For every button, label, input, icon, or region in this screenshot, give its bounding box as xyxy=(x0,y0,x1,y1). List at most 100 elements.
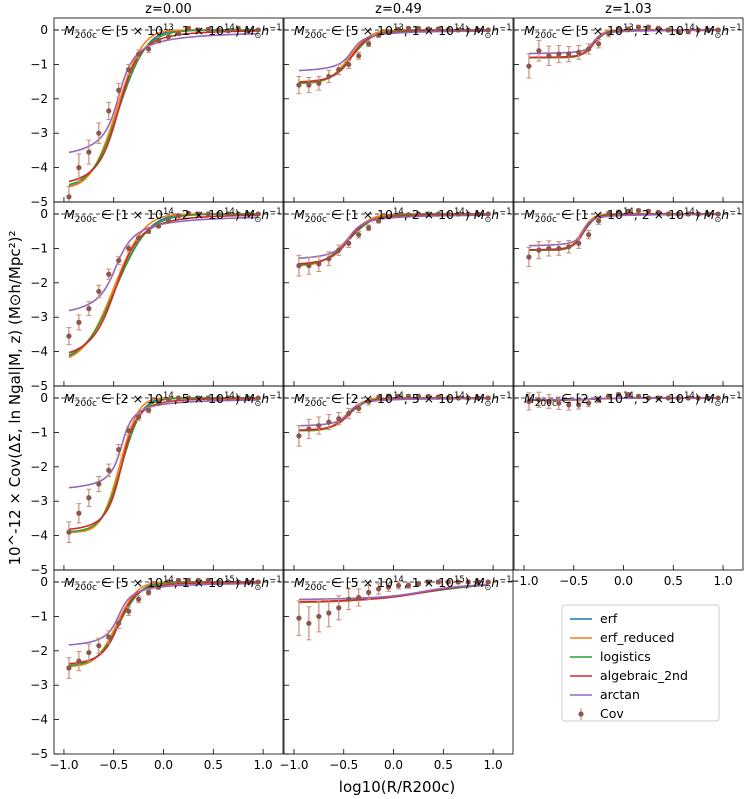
cov-point xyxy=(296,82,302,88)
cov-point xyxy=(175,213,182,219)
cov-point xyxy=(615,27,622,33)
cov-point xyxy=(296,263,302,269)
legend-swatch-point xyxy=(578,711,584,717)
legend-label-erf_reduced: erf_reduced xyxy=(600,630,674,645)
cov-point xyxy=(145,228,152,234)
cov-point xyxy=(316,80,322,86)
cov-point xyxy=(336,66,342,73)
legend-label-arctan: arctan xyxy=(600,687,640,702)
mass-bin-label: M200c ∈ [5 × 1014, 1 × 1015) M⊙h−1 xyxy=(294,575,512,593)
cov-point xyxy=(455,211,461,217)
mass-bin-label: M200c ∈ [1 × 1014, 2 × 1014) M⊙h−1 xyxy=(524,207,742,225)
cov-point xyxy=(475,395,481,401)
cov-point xyxy=(96,130,102,136)
cov-point xyxy=(695,27,701,33)
cov-point xyxy=(215,211,221,217)
cov-point xyxy=(665,27,671,33)
cov-point xyxy=(635,24,642,30)
cov-point xyxy=(106,634,112,640)
cov-point xyxy=(195,211,201,217)
series-line-logistics xyxy=(68,213,259,356)
cov-point xyxy=(96,288,102,295)
cov-point xyxy=(326,419,332,425)
cov-point xyxy=(705,395,711,401)
cov-point xyxy=(425,393,431,399)
cov-point xyxy=(346,410,352,417)
cov-point xyxy=(366,398,372,405)
cov-point xyxy=(235,395,241,401)
cov-point xyxy=(485,395,491,401)
cov-point xyxy=(205,26,211,32)
cov-point xyxy=(155,584,162,590)
series-line-erf_reduced xyxy=(68,213,259,359)
cov-point xyxy=(336,247,342,253)
series-line-erf xyxy=(68,397,259,533)
series-line-logistics xyxy=(68,397,259,533)
mass-bin-label: M200c ∈ [5 × 1014, 1 × 1015) M⊙h−1 xyxy=(64,575,282,593)
cov-point xyxy=(145,407,152,413)
cov-point xyxy=(106,271,112,277)
series-line-algebraic_2nd xyxy=(68,30,259,183)
x-axis-label: log10(R/R200c) xyxy=(339,778,455,796)
panel-r0-c2: M200c ∈ [5 × 1013, 1 × 1014) M⊙h−1 xyxy=(513,17,744,203)
cov-point xyxy=(586,400,592,406)
cov-point xyxy=(445,211,451,217)
cov-point xyxy=(675,29,681,35)
cov-point xyxy=(106,108,112,114)
cov-point xyxy=(526,63,532,69)
cov-point xyxy=(165,397,172,403)
cov-point xyxy=(685,395,691,401)
cov-point xyxy=(465,395,471,401)
x-tick-label: 0.0 xyxy=(614,574,633,588)
cov-point xyxy=(605,393,612,399)
series-line-algebraic_2nd xyxy=(68,397,259,531)
cov-point xyxy=(445,27,451,33)
column-title-0: z=0.00 xyxy=(145,2,192,17)
cov-point xyxy=(415,581,422,587)
cov-point xyxy=(405,393,412,399)
y-tick-label: 0 xyxy=(40,575,48,589)
cov-point xyxy=(655,25,661,31)
cov-point xyxy=(665,211,671,217)
y-axis-label: 10^-12 × Cov(ΔΣ, ln Ngal|M, z) (M⊙h/Mpc²… xyxy=(6,231,24,566)
cov-point xyxy=(485,211,491,217)
mass-bin-label: M200c ∈ [1 × 1014, 2 × 1014) M⊙h−1 xyxy=(294,207,512,225)
cov-point xyxy=(225,395,231,401)
cov-point xyxy=(556,51,562,57)
cov-point xyxy=(586,232,592,238)
cov-point xyxy=(366,225,372,231)
panel-plot-area xyxy=(66,25,261,202)
cov-point xyxy=(566,402,572,408)
cov-point xyxy=(255,211,261,217)
panel-frame xyxy=(53,201,284,387)
cov-point xyxy=(126,428,132,434)
cov-point xyxy=(465,579,471,585)
y-tick-label: −4 xyxy=(30,345,48,359)
cov-point xyxy=(306,82,312,88)
panel-plot-area xyxy=(66,577,261,679)
column-titles: z=0.00 z=0.49 z=1.03 xyxy=(145,2,652,17)
cov-point xyxy=(445,395,451,401)
panel-plot-area xyxy=(296,393,491,447)
cov-point xyxy=(465,27,471,33)
cov-point xyxy=(316,422,322,429)
legend-label-erf: erf xyxy=(600,611,618,626)
cov-point xyxy=(306,263,312,269)
cov-point xyxy=(395,393,402,399)
cov-point xyxy=(245,579,251,585)
cov-point xyxy=(175,30,182,37)
mass-bin-label: M200c ∈ [5 × 1013, 1 × 1014) M⊙h−1 xyxy=(294,23,512,41)
cov-point xyxy=(665,395,671,401)
x-tick-label: 0.5 xyxy=(664,574,683,588)
cov-point xyxy=(245,211,251,217)
column-title-1: z=0.49 xyxy=(375,2,422,17)
cov-point xyxy=(715,395,721,401)
cov-point xyxy=(356,232,362,238)
cov-point xyxy=(346,596,352,602)
cov-point xyxy=(145,46,152,52)
legend-label-logistics: logistics xyxy=(600,649,651,664)
cov-point xyxy=(455,395,461,401)
x-tick-label: 0.0 xyxy=(384,758,403,772)
cov-point xyxy=(96,481,102,487)
cov-point xyxy=(655,395,661,401)
